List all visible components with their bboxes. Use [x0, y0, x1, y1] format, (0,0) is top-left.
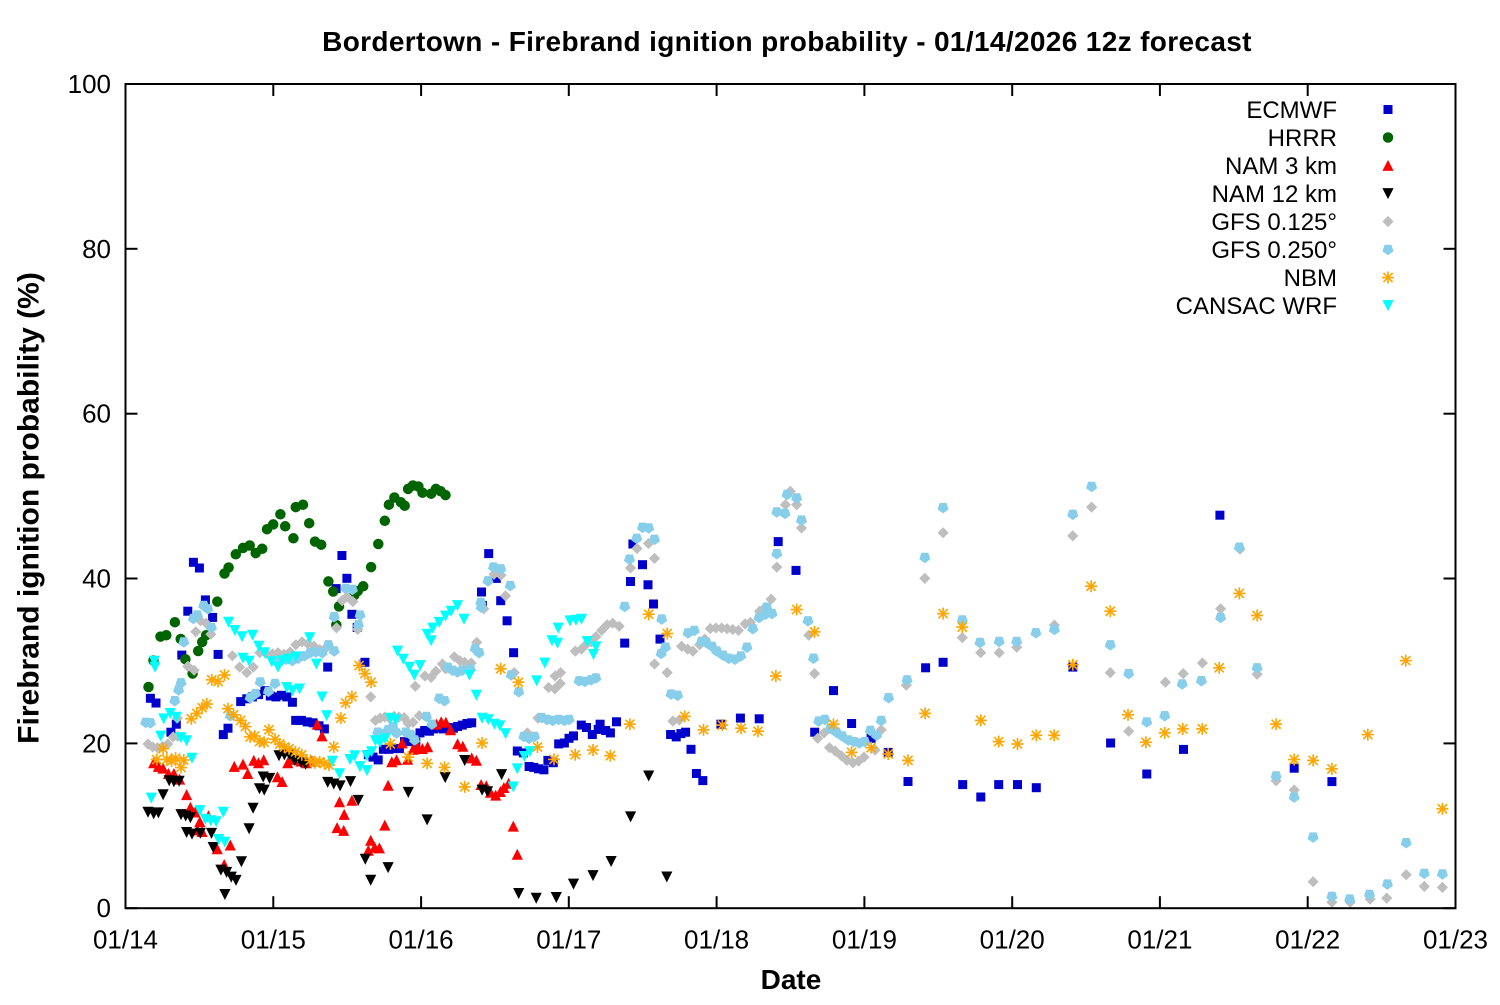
svg-text:20: 20: [82, 728, 111, 758]
svg-text:01/16: 01/16: [389, 925, 454, 955]
svg-text:01/14: 01/14: [93, 925, 158, 955]
svg-text:01/18: 01/18: [684, 925, 749, 955]
svg-text:01/21: 01/21: [1127, 925, 1192, 955]
svg-text:0: 0: [97, 893, 111, 923]
svg-text:NAM 3 km: NAM 3 km: [1225, 153, 1337, 180]
svg-text:NBM: NBM: [1284, 265, 1337, 292]
svg-text:100: 100: [68, 69, 111, 99]
svg-text:ECMWF: ECMWF: [1246, 97, 1337, 124]
svg-text:40: 40: [82, 564, 111, 594]
svg-text:Date: Date: [761, 964, 822, 995]
svg-text:GFS 0.250°: GFS 0.250°: [1211, 237, 1337, 264]
svg-text:01/22: 01/22: [1275, 925, 1340, 955]
svg-text:01/19: 01/19: [832, 925, 897, 955]
svg-text:Firebrand ignition probability: Firebrand ignition probability (%): [13, 272, 46, 744]
svg-text:01/17: 01/17: [536, 925, 601, 955]
svg-text:HRRR: HRRR: [1268, 125, 1337, 152]
svg-text:GFS 0.125°: GFS 0.125°: [1211, 209, 1337, 236]
svg-text:CANSAC WRF: CANSAC WRF: [1176, 293, 1337, 320]
svg-text:01/23: 01/23: [1423, 925, 1488, 955]
svg-text:60: 60: [82, 399, 111, 429]
svg-text:80: 80: [82, 234, 111, 264]
svg-text:NAM 12 km: NAM 12 km: [1212, 181, 1337, 208]
svg-text:01/15: 01/15: [241, 925, 306, 955]
svg-text:Bordertown - Firebrand ignitio: Bordertown - Firebrand ignition probabil…: [322, 26, 1252, 57]
svg-text:01/20: 01/20: [980, 925, 1045, 955]
